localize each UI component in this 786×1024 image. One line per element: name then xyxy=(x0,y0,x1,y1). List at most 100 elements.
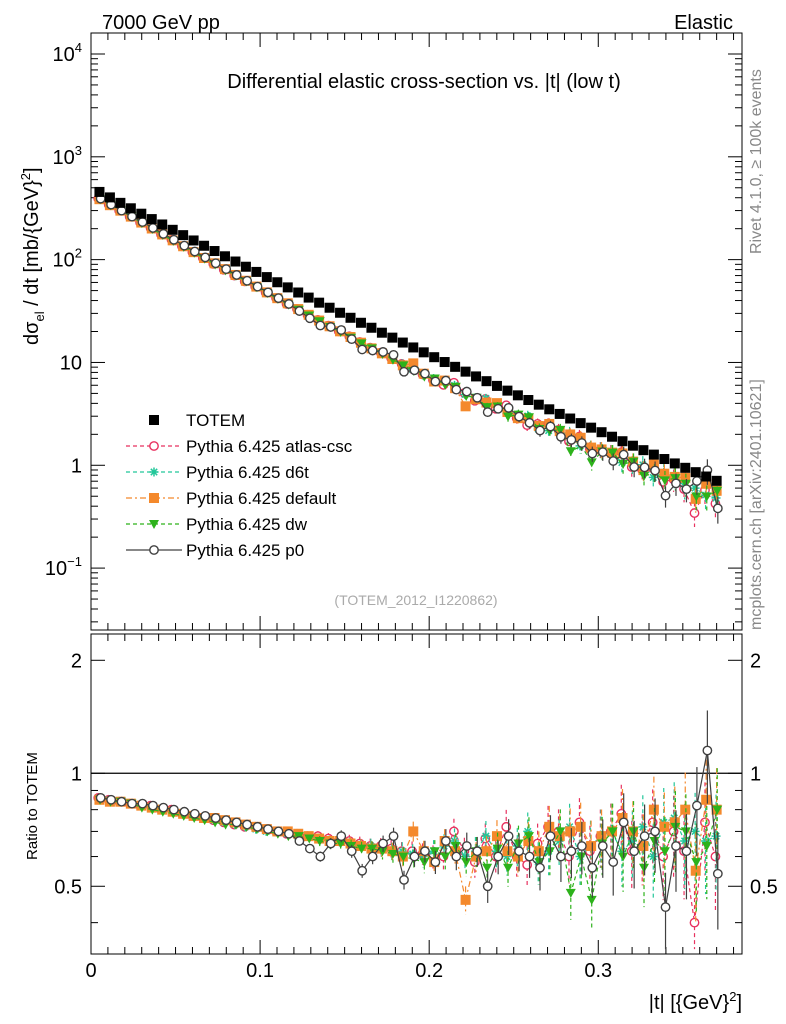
mc-ratio-point-default xyxy=(481,846,492,857)
totem-series-main xyxy=(94,186,722,486)
y-tick-label-exp: 2 xyxy=(75,246,82,261)
mc-ratio-point-default xyxy=(586,841,597,852)
totem-point xyxy=(690,467,701,478)
mc-point-p0 xyxy=(168,234,179,245)
mc-point-p0 xyxy=(179,240,190,251)
mc-point-p0 xyxy=(221,264,232,275)
mc-point-p0 xyxy=(472,392,483,403)
mc-ratio-point-p0 xyxy=(451,851,462,862)
mc-point-p0 xyxy=(482,407,493,418)
mc-point-p0 xyxy=(137,217,148,227)
x-tick-label: 0 xyxy=(85,960,96,982)
mc-ratio-point-atlas_csc xyxy=(689,917,700,928)
mc-point-dw xyxy=(398,361,409,371)
mc-point-p0 xyxy=(325,322,336,332)
totem-point xyxy=(115,197,126,208)
totem-point xyxy=(355,317,366,328)
mc-ratio-point-p0 xyxy=(263,824,273,835)
mc-ratio-point-p0 xyxy=(576,841,587,851)
mc-ratio-point-d6t xyxy=(648,852,658,862)
mc-point-p0 xyxy=(273,293,284,304)
legend-entry-d6t: Pythia 6.425 d6t xyxy=(126,463,309,482)
mc-line-dw xyxy=(99,198,718,498)
mc-ratio-point-dw xyxy=(523,832,534,842)
mc-ratio-atlas_csc xyxy=(93,782,721,950)
totem-point xyxy=(272,277,283,288)
totem-point xyxy=(157,219,168,230)
y-tick-label-exp: −1 xyxy=(67,554,82,569)
mc-point-p0 xyxy=(357,344,368,355)
totem-point xyxy=(429,352,440,363)
totem-point xyxy=(554,408,565,419)
mc-ratio-point-p0 xyxy=(660,902,671,913)
mc-ratio-point-dw xyxy=(503,863,514,873)
y-tick-label-base: 10 xyxy=(60,352,82,374)
mc-ratio-point-p0 xyxy=(430,857,441,867)
mc-ratio-point-p0 xyxy=(639,831,650,842)
totem-point xyxy=(178,230,189,241)
mc-ratio-default xyxy=(94,759,722,922)
mc-ratio-point-dw xyxy=(482,863,493,873)
mc-point-p0 xyxy=(639,462,650,473)
legend-label: Pythia 6.425 atlas-csc xyxy=(186,437,353,456)
mc-ratio-point-p0 xyxy=(440,836,451,846)
totem-point xyxy=(146,214,157,225)
mc-ratio-point-d6t xyxy=(397,846,407,856)
totem-point xyxy=(502,385,513,396)
mc-ratio-point-default xyxy=(565,826,576,837)
mc-point-d6t xyxy=(690,483,700,493)
mc-ratio-point-p0 xyxy=(650,826,660,837)
totem-point xyxy=(387,332,398,343)
ratio-axis-ticks xyxy=(90,634,742,954)
legend-marker xyxy=(149,545,159,555)
main-axis-ticks xyxy=(90,33,742,630)
totem-point xyxy=(711,475,722,486)
mc-point-p0 xyxy=(252,281,263,292)
mc-point-p0 xyxy=(367,345,378,356)
mc-ratio-point-dw xyxy=(314,837,325,847)
mc-point-p0 xyxy=(535,425,545,436)
mc-point-dw xyxy=(659,476,670,486)
mc-ratio-point-p0 xyxy=(179,806,190,817)
mc-point-default xyxy=(481,397,492,408)
mc-point-p0 xyxy=(336,325,347,335)
mc-point-d6t xyxy=(648,472,658,482)
mc-ratio-point-p0 xyxy=(671,841,681,851)
mc-point-p0 xyxy=(440,375,451,386)
mc-ratio-point-p0 xyxy=(158,802,169,813)
totem-point xyxy=(523,395,534,406)
y-tick-label: 104 xyxy=(53,40,82,66)
mc-ratio-point-p0 xyxy=(284,828,294,839)
mc-point-p0 xyxy=(210,258,221,269)
totem-point xyxy=(345,312,356,323)
mc-point-dw xyxy=(565,447,576,457)
mc-ratio-point-d6t xyxy=(701,836,711,846)
mc-ratio-point-dw xyxy=(618,852,629,862)
x-tick-label: 0.3 xyxy=(584,960,612,982)
mc-point-dw xyxy=(712,486,723,496)
mc-ratio-point-p0 xyxy=(702,745,713,756)
mc-ratio-point-p0 xyxy=(106,794,117,805)
totem-point xyxy=(251,266,262,277)
mc-ratio-point-p0 xyxy=(294,836,305,846)
mc-ratio-point-p0 xyxy=(608,857,619,867)
totem-point xyxy=(376,327,387,338)
mc-point-p0 xyxy=(712,503,723,514)
mc-ratio-point-p0 xyxy=(315,851,326,862)
mc-ratio-point-dw xyxy=(419,858,430,868)
mc-point-p0 xyxy=(399,366,409,377)
totem-point xyxy=(544,404,555,415)
mc-point-p0 xyxy=(629,462,640,472)
mc-point-p0 xyxy=(242,275,253,286)
mc-ratio-point-p0 xyxy=(461,841,472,851)
mc-point-p0 xyxy=(461,386,472,397)
mc-point-p0 xyxy=(566,434,577,445)
mc-point-dw xyxy=(586,458,597,468)
mc-point-default xyxy=(680,472,691,483)
totem-point xyxy=(397,337,408,348)
y-tick-label: 10−1 xyxy=(45,554,82,580)
mc-point-p0 xyxy=(189,246,200,257)
mc-ratio-point-p0 xyxy=(127,798,137,809)
